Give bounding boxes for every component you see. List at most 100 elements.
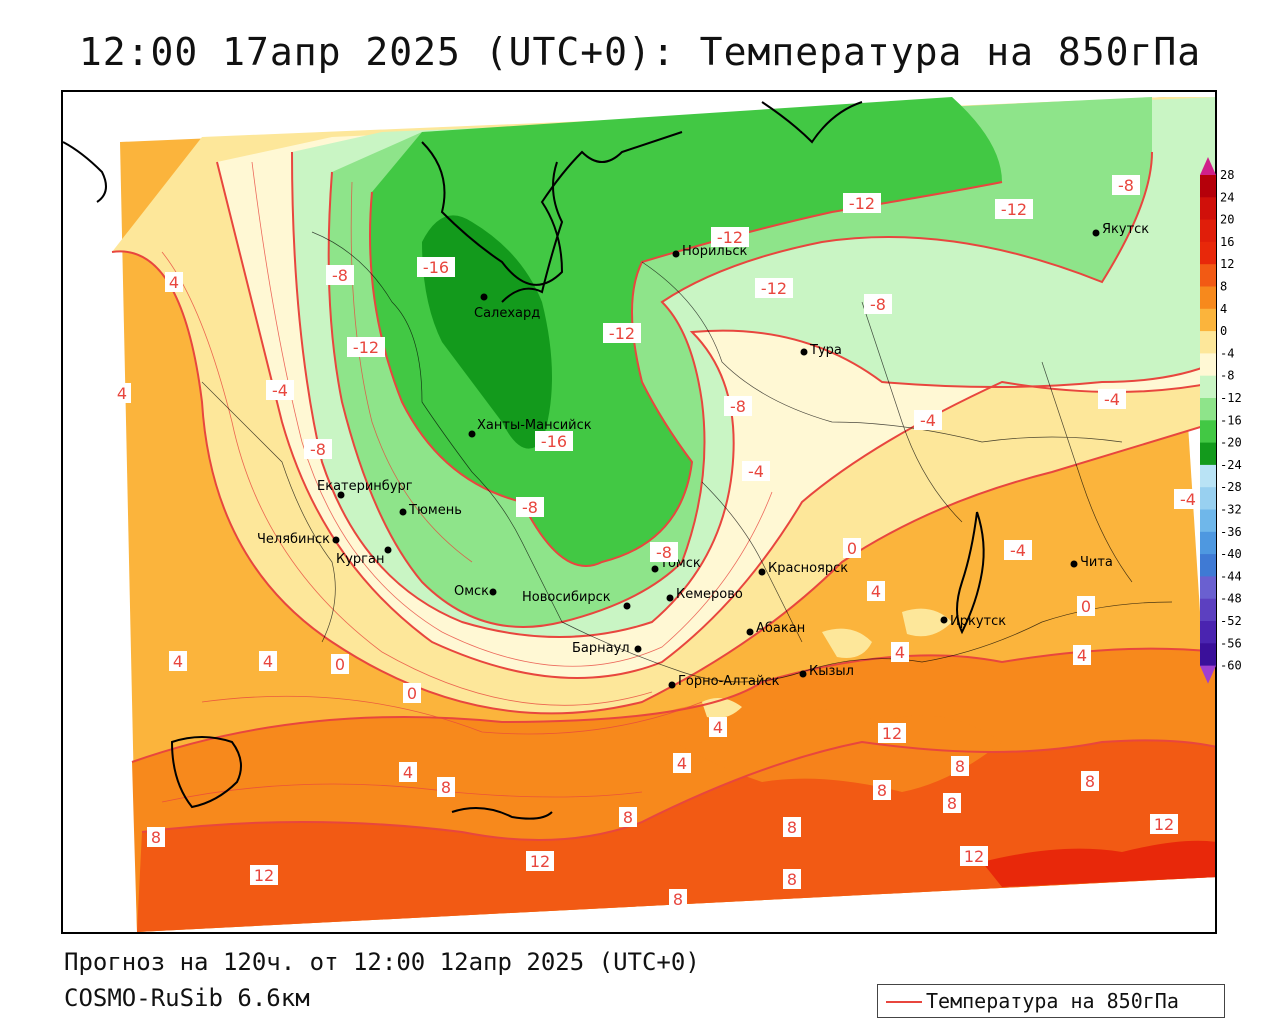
- contour-label: 8: [947, 794, 957, 813]
- colorbar-arrow-down: [1200, 665, 1216, 684]
- contour-label: -8: [310, 440, 326, 459]
- city-label-khanty: Ханты-Мансийск: [477, 418, 592, 433]
- city-label-abakan: Абакан: [756, 621, 805, 636]
- contour-label: -12: [609, 324, 635, 343]
- city-marker: [337, 491, 345, 499]
- colorbar-swatch: [1200, 241, 1216, 265]
- contour-label: -12: [353, 338, 379, 357]
- contour-label-box: [1077, 596, 1095, 616]
- contour-label: -4: [1104, 390, 1120, 409]
- colorbar-tick-label: -28: [1220, 480, 1242, 494]
- contour-label: -8: [730, 397, 746, 416]
- city-markers: [332, 229, 1100, 689]
- city-label-kemerovo: Кемерово: [676, 587, 743, 602]
- colorbar-tick-label: 20: [1220, 213, 1234, 227]
- contour-label-box: [783, 869, 801, 889]
- colorbar-tick-label: -32: [1220, 503, 1242, 517]
- contour-label-box: [995, 199, 1033, 219]
- contour-labels: -16 -16 -12 -12 -12 -12 -12 -12 -8 -8 -8 -8 -8 -8 -8 -4…: [113, 175, 1202, 909]
- contour-label-box: [326, 265, 354, 285]
- temperature-colorbar: 28 24 20 16 12 8 4 0 -4 -8 -12 -16 -20 -24 -28 -32 -36 -4…: [1200, 157, 1242, 684]
- contour-label-box: [1112, 175, 1140, 195]
- contour-label-box: [417, 257, 455, 277]
- city-marker: [399, 508, 407, 516]
- contour-label: 12: [882, 724, 902, 743]
- contour-label-box: [943, 793, 961, 813]
- contour-label: -16: [541, 432, 567, 451]
- contour-label-box: [259, 651, 277, 671]
- isotherm-contours: [111, 151, 1215, 841]
- colorbar-swatch: [1200, 420, 1216, 444]
- contour-label: 12: [254, 866, 274, 885]
- contour-label: 8: [877, 781, 887, 800]
- contour-label: 8: [151, 828, 161, 847]
- contour-label-box: [165, 272, 183, 292]
- city-marker: [651, 565, 659, 573]
- contour-label: 4: [117, 384, 127, 403]
- contour-label-box: [1004, 540, 1032, 560]
- contour-label: 0: [407, 684, 417, 703]
- contour-label: 8: [787, 818, 797, 837]
- city-label-chita: Чита: [1080, 555, 1113, 570]
- contour-label: -8: [870, 295, 886, 314]
- contour-label: -4: [1010, 541, 1026, 560]
- contour-label-box: [783, 817, 801, 837]
- colorbar-tick-label: 4: [1220, 302, 1227, 316]
- city-marker: [332, 536, 340, 544]
- contour-label: 12: [1154, 815, 1174, 834]
- colorbar-swatches: [1200, 157, 1216, 684]
- city-label-kyzyl: Кызыл: [809, 664, 854, 679]
- zone-t16: [982, 840, 1215, 887]
- zone-t12: [137, 740, 1215, 932]
- colorbar-swatch: [1200, 598, 1216, 622]
- colorbar-tick-label: -48: [1220, 592, 1242, 606]
- city-label-gorno-altaysk: Горно-Алтайск: [678, 674, 780, 689]
- city-label-irkutsk: Иркутск: [950, 614, 1006, 629]
- colorbar-swatch: [1200, 464, 1216, 488]
- contour-label-box: [250, 865, 278, 885]
- colorbar-tick-label: -24: [1220, 458, 1242, 472]
- colorbar-swatch: [1200, 197, 1216, 221]
- contour-label: 4: [263, 652, 273, 671]
- city-label-tura: Тура: [809, 343, 842, 358]
- city-marker: [623, 602, 631, 610]
- city-marker: [1070, 560, 1078, 568]
- city-label-kurgan: Курган: [336, 552, 384, 567]
- colorbar-swatch: [1200, 487, 1216, 510]
- temperature-map: Салехард Норильск Якутск Тура Ханты-Манс…: [63, 97, 1215, 932]
- contour-label-box: [266, 380, 294, 400]
- contour-label-box: [399, 762, 417, 782]
- contour-label: -12: [849, 194, 875, 213]
- coastlines: [63, 101, 985, 820]
- contour-label: 4: [169, 273, 179, 292]
- colorbar-swatch: [1200, 621, 1216, 644]
- mountain-cool-pockets: [702, 608, 952, 719]
- contour-label-box: [113, 383, 131, 403]
- city-label-krasnoyarsk: Красноярск: [768, 561, 848, 576]
- zone-tm16: [370, 97, 1002, 566]
- map-title: 12:00 17апр 2025 (UTC+0): Температура на…: [78, 30, 1202, 74]
- contour-label-box: [669, 889, 687, 909]
- contour-label: 4: [871, 582, 881, 601]
- contour-label: 12: [530, 852, 550, 871]
- contour-label-box: [724, 396, 752, 416]
- city-label-novosibirsk: Новосибирск: [522, 590, 611, 605]
- colorbar-swatch: [1200, 375, 1216, 399]
- colorbar-tick-label: 24: [1220, 190, 1234, 204]
- contour-label: 8: [955, 757, 965, 776]
- colorbar-tick-label: -20: [1220, 436, 1242, 450]
- legend: Температура на 850гПа: [877, 984, 1225, 1018]
- admin-borders: [201, 231, 1173, 683]
- contour-label-box: [1081, 771, 1099, 791]
- model-info: COSMO-RuSib 6.6км: [64, 984, 310, 1012]
- contour-label-box: [331, 654, 349, 674]
- city-marker: [666, 594, 674, 602]
- city-label-barnaul: Барнаул: [572, 641, 630, 656]
- city-marker: [940, 616, 948, 624]
- contour-label-box: [526, 851, 554, 871]
- contour-label: -4: [920, 411, 936, 430]
- contour-label-box: [603, 323, 641, 343]
- city-marker: [672, 250, 680, 258]
- city-marker: [746, 628, 754, 636]
- contour-label-box: [673, 753, 691, 773]
